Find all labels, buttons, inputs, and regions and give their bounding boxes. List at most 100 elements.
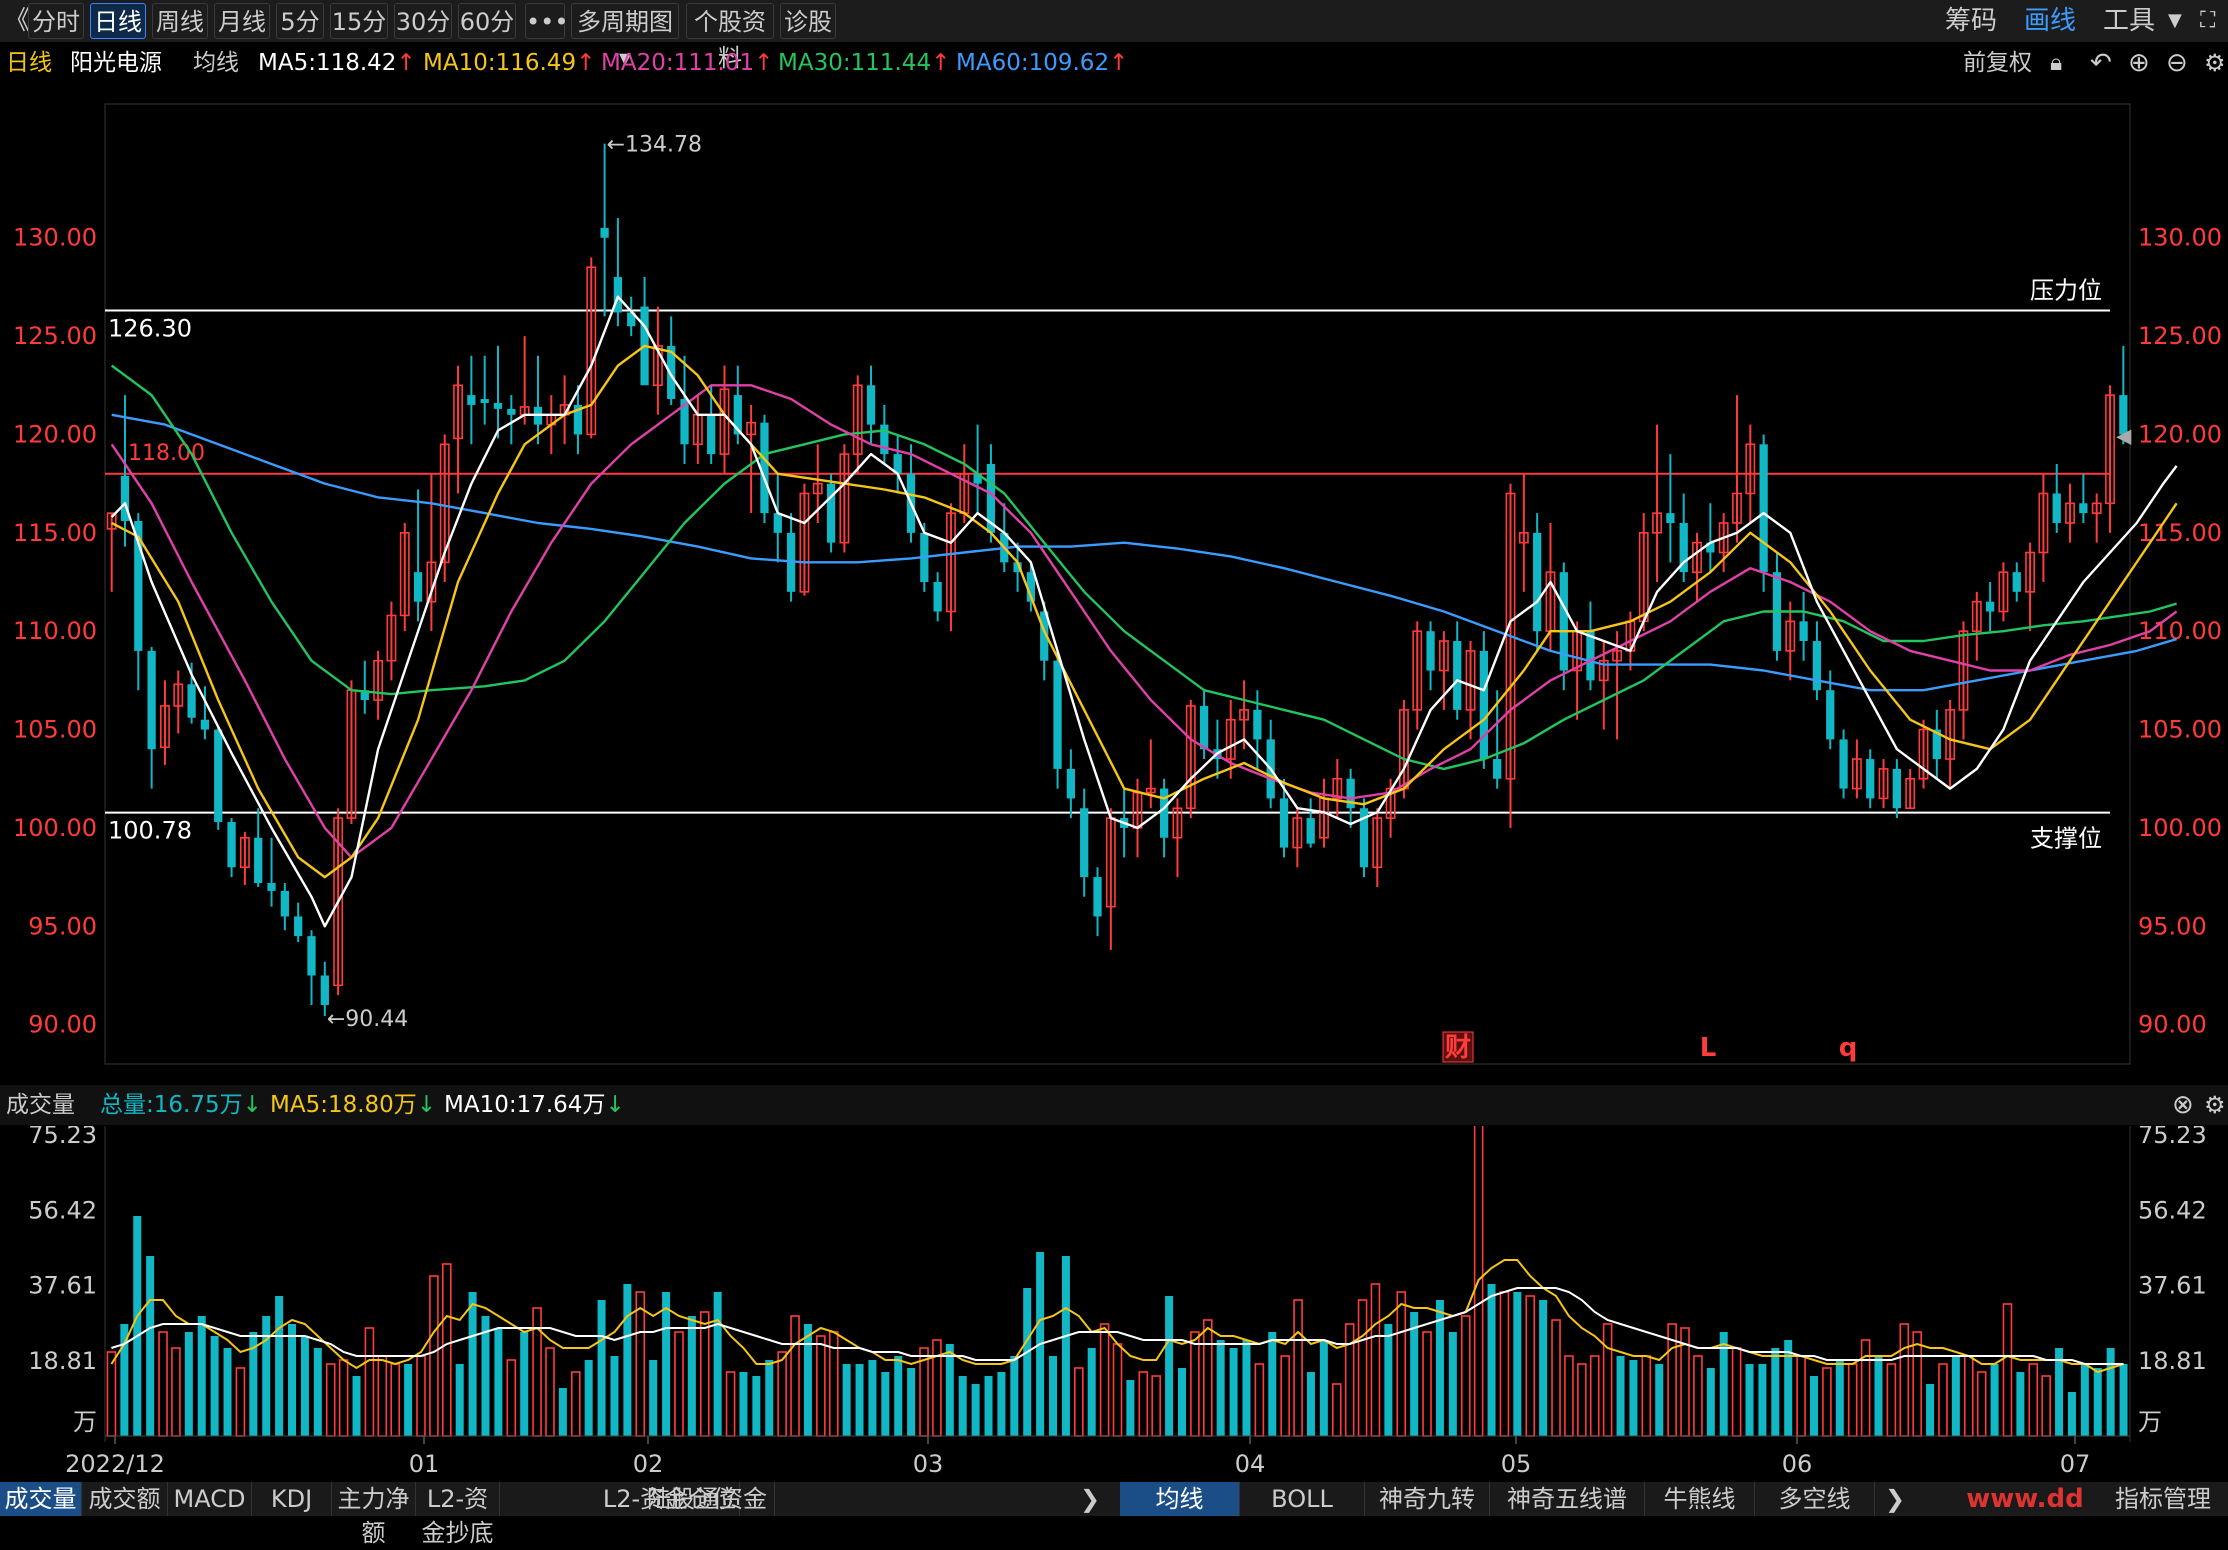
vol-bar-9 [223, 1348, 232, 1436]
tab-indicator-6[interactable]: L2-资金仓位 [600, 1482, 740, 1516]
candle-body-78 [1145, 787, 1156, 794]
tab-8[interactable]: ••• [525, 3, 568, 39]
tab-overlay-5[interactable]: 多空线 [1755, 1482, 1875, 1516]
tab-indicator-7[interactable]: 陆股通资金 [640, 1482, 775, 1516]
tab-overlay-2[interactable]: 神奇九转 [1365, 1482, 1490, 1516]
candle-body-63 [946, 512, 956, 613]
ma-legend-bar: 日线 阳光电源 均线 MA5:118.42↑ MA10:116.49↑ MA20… [0, 44, 2228, 82]
candle-body-27 [467, 395, 476, 405]
fullscreen-icon[interactable]: ⛶ [2200, 8, 2216, 33]
gear-icon[interactable]: ⚙ [2204, 49, 2226, 77]
candlestick-chart[interactable]: 130.00 130.00 125.00 125.00 120.00 120.00 115.… [0, 84, 2228, 1084]
volume-title[interactable]: 成交量 [6, 1092, 75, 1118]
tab-indicator-2[interactable]: MACD [168, 1482, 252, 1516]
vol-bar-68 [984, 1376, 993, 1436]
lock-icon[interactable]: 🔒︎ [2050, 50, 2063, 76]
y-tick-right-7: 95.00 [2138, 912, 2207, 940]
tab-5[interactable]: 15分 [330, 3, 388, 39]
candle-body-20 [373, 659, 384, 701]
candle-body-36 [586, 266, 597, 436]
ma5-line [110, 295, 2178, 928]
candle-body-54 [826, 483, 836, 543]
tab-overlay-0[interactable]: 均线 [1120, 1482, 1240, 1516]
vol-bar-38 [597, 1300, 606, 1436]
tab-indicator-3[interactable]: KDJ [252, 1482, 332, 1516]
tab-indicator-4[interactable]: 主力净额 [332, 1482, 416, 1547]
vol-bar-150 [2041, 1375, 2051, 1437]
tab-6[interactable]: 30分 [394, 3, 452, 39]
close-icon[interactable]: ⊗ [2172, 1090, 2194, 1120]
support-value: 100.78 [108, 817, 192, 845]
tab-0[interactable]: 分时 [28, 3, 84, 39]
candle-body-28 [480, 399, 489, 403]
tab-3[interactable]: 月线 [214, 3, 270, 39]
tab-1[interactable]: 日线 [90, 3, 146, 39]
vol-bar-53 [790, 1315, 800, 1437]
zoom-in-icon[interactable]: ⊕ [2128, 48, 2150, 78]
vol-bar-75 [1074, 1367, 1084, 1437]
vol-ma10-line [111, 1287, 2124, 1365]
candle-body-95 [1372, 817, 1383, 869]
vol-bar-51 [765, 1360, 774, 1436]
vol-bar-119 [1641, 1355, 1652, 1437]
chevron-right-icon[interactable]: ❯ [1079, 1485, 1101, 1513]
tab-9[interactable]: 多周期图 ▾ [571, 3, 679, 72]
stock-name[interactable]: 阳光电源 [70, 50, 162, 76]
tab-indicator-0[interactable]: 成交量 [0, 1482, 82, 1516]
vol-bar-70 [1010, 1356, 1019, 1436]
vol-bar-133 [1822, 1367, 1832, 1437]
candle-body-1 [120, 475, 130, 522]
indicator-settings-button[interactable]: 指标管理 [2115, 1485, 2211, 1513]
tab-overlay-3[interactable]: 神奇五线谱 [1490, 1482, 1645, 1516]
vol-bar-113 [1564, 1355, 1574, 1437]
y-tick-left-7: 95.00 [28, 912, 97, 940]
vol-bar-24 [416, 1355, 426, 1437]
vol-bar-13 [275, 1296, 284, 1436]
vol-bar-54 [803, 1324, 812, 1436]
vol-bar-102 [1422, 1331, 1432, 1437]
vol-y-tick-left-1: 56.42 [28, 1196, 97, 1224]
tools-button[interactable]: 工具 [2103, 6, 2156, 36]
candle-body-151 [2119, 395, 2128, 435]
vol-bar-131 [1796, 1355, 1806, 1437]
vol-bar-34 [545, 1347, 555, 1437]
back-button[interactable]: 《 [4, 6, 31, 36]
vol-bar-132 [1809, 1376, 1818, 1436]
adjust-label[interactable]: 前复权 [1963, 50, 2032, 76]
vol-bar-80 [1138, 1371, 1149, 1437]
candle-body-88 [1279, 798, 1289, 848]
chevron-right-icon-2[interactable]: ❯ [1884, 1485, 1906, 1513]
candle-body-85 [1239, 709, 1249, 721]
chips-button[interactable]: 筹码 [1945, 6, 1998, 36]
tab-indicator-1[interactable]: 成交额 [82, 1482, 168, 1516]
tab-11[interactable]: 诊股 [780, 3, 836, 39]
vol-bar-126 [1731, 1347, 1742, 1437]
y-tick-right-2: 120.00 [2138, 420, 2222, 448]
candle-body-146 [2052, 493, 2061, 523]
volume-chart[interactable]: 75.23 75.23 56.42 56.42 37.61 37.61 18.81 18.81… [0, 1126, 2228, 1482]
vol-bar-149 [2028, 1363, 2039, 1437]
tab-overlay-1[interactable]: BOLL [1240, 1482, 1365, 1516]
volume-gear-icon[interactable]: ⚙ [2204, 1091, 2226, 1119]
candle-body-124 [1759, 444, 1768, 573]
candle-body-7 [200, 719, 210, 730]
vol-bar-112 [1551, 1319, 1561, 1437]
caret-down-icon[interactable]: ▼ [2168, 10, 2182, 31]
tab-overlay-4[interactable]: 牛熊线 [1645, 1482, 1755, 1516]
tab-7[interactable]: 60分 [458, 3, 516, 39]
candle-body-93 [1346, 778, 1355, 809]
x-tick-6: 06 [1782, 1450, 1813, 1478]
tab-indicator-5[interactable]: L2-资金抄底 [416, 1482, 500, 1547]
zoom-out-icon[interactable]: ⊖ [2166, 48, 2188, 78]
vol-bar-47 [713, 1292, 722, 1436]
tab-10[interactable]: 个股资料 [686, 3, 774, 72]
tab-4[interactable]: 5分 [276, 3, 324, 39]
undo-icon[interactable]: ↶ [2090, 48, 2112, 78]
candle-body-8 [214, 729, 223, 823]
ma-label[interactable]: 均线 [193, 50, 239, 76]
candle-body-138 [1945, 709, 1956, 760]
tab-2[interactable]: 周线 [152, 3, 208, 39]
x-tick-4: 04 [1235, 1450, 1266, 1478]
vol-bar-1 [120, 1324, 129, 1436]
draw-line-button[interactable]: 画线 [2024, 6, 2077, 36]
